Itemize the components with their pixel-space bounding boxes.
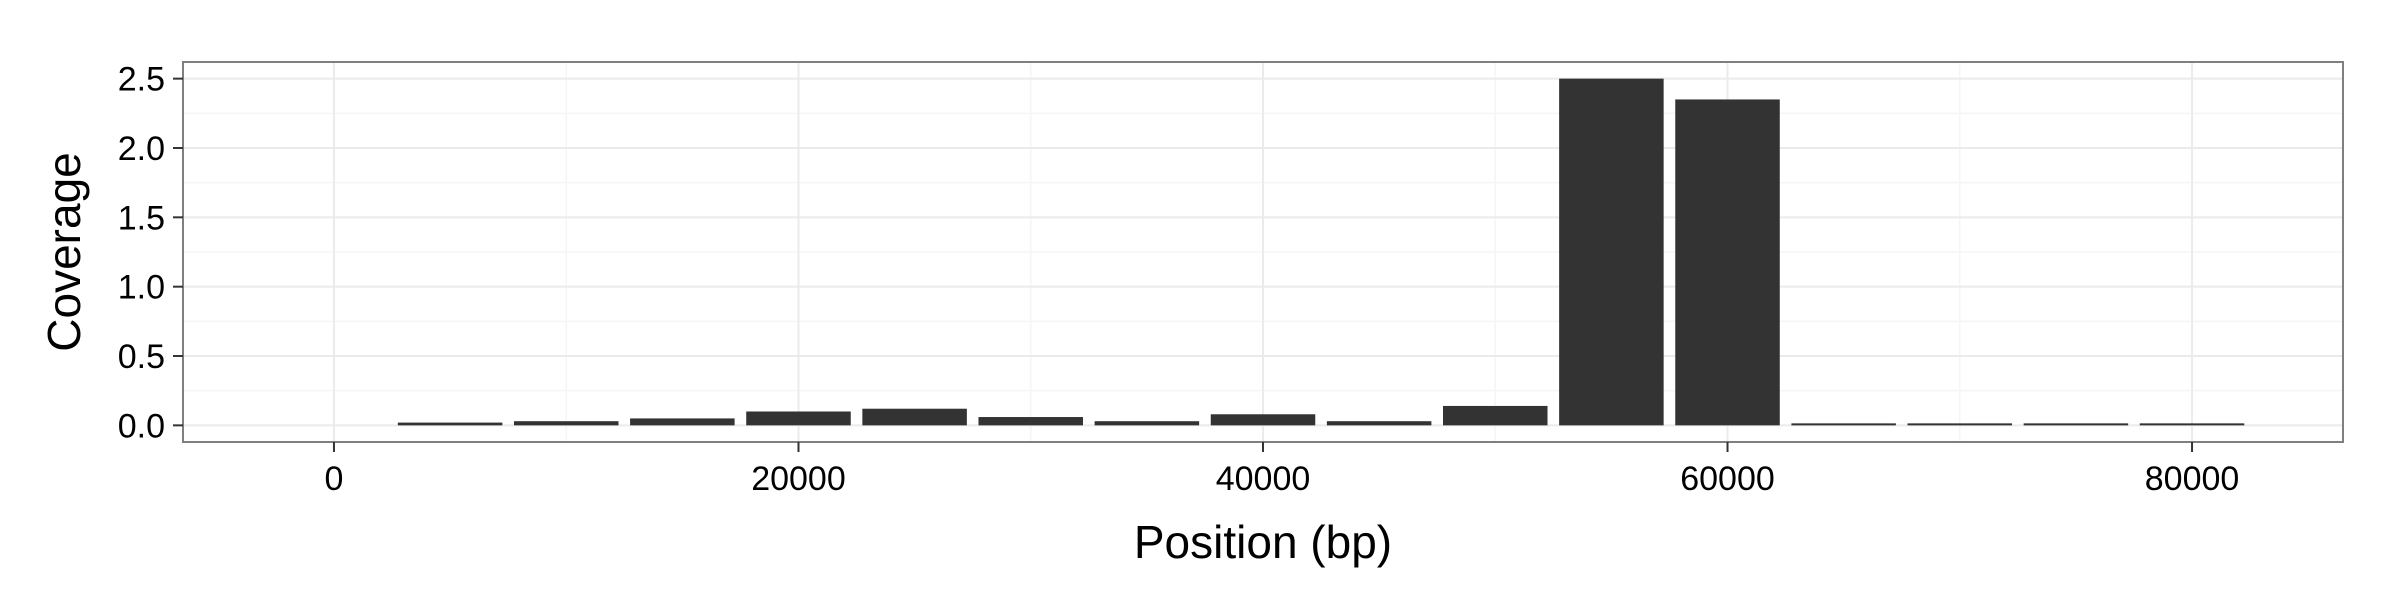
bar — [978, 417, 1083, 426]
bar — [2139, 423, 2245, 426]
bar — [630, 418, 735, 426]
x-tick-label: 80000 — [2145, 460, 2240, 498]
y-axis: 0.0 0.5 1.0 1.5 2.0 2.5 — [118, 61, 183, 445]
x-axis: 0 20000 40000 60000 80000 — [325, 442, 2240, 498]
x-axis-title: Position (bp) — [1134, 516, 1392, 568]
bar — [1559, 78, 1664, 426]
y-tick-label: 2.0 — [118, 130, 165, 168]
bars — [397, 78, 2245, 426]
y-tick-label: 0.5 — [118, 338, 165, 376]
bar — [1791, 423, 1896, 426]
y-axis-title: Coverage — [38, 152, 90, 351]
bar — [1443, 405, 1548, 426]
bar — [746, 411, 851, 426]
x-tick-label: 20000 — [751, 460, 846, 498]
y-tick-label: 1.5 — [118, 199, 165, 237]
x-tick-label: 60000 — [1680, 460, 1775, 498]
bar — [1094, 421, 1200, 426]
y-tick-label: 2.5 — [118, 61, 165, 99]
bar — [513, 421, 619, 426]
bar — [1675, 99, 1780, 426]
x-tick-label: 0 — [325, 460, 344, 498]
y-tick-label: 1.0 — [118, 269, 165, 307]
bar — [1907, 423, 2013, 426]
bar — [1326, 421, 1432, 426]
x-tick-label: 40000 — [1216, 460, 1311, 498]
bar — [1210, 414, 1316, 426]
y-tick-label: 0.0 — [118, 407, 165, 445]
bar — [862, 408, 967, 426]
bar — [397, 422, 503, 426]
bar — [2023, 423, 2129, 426]
